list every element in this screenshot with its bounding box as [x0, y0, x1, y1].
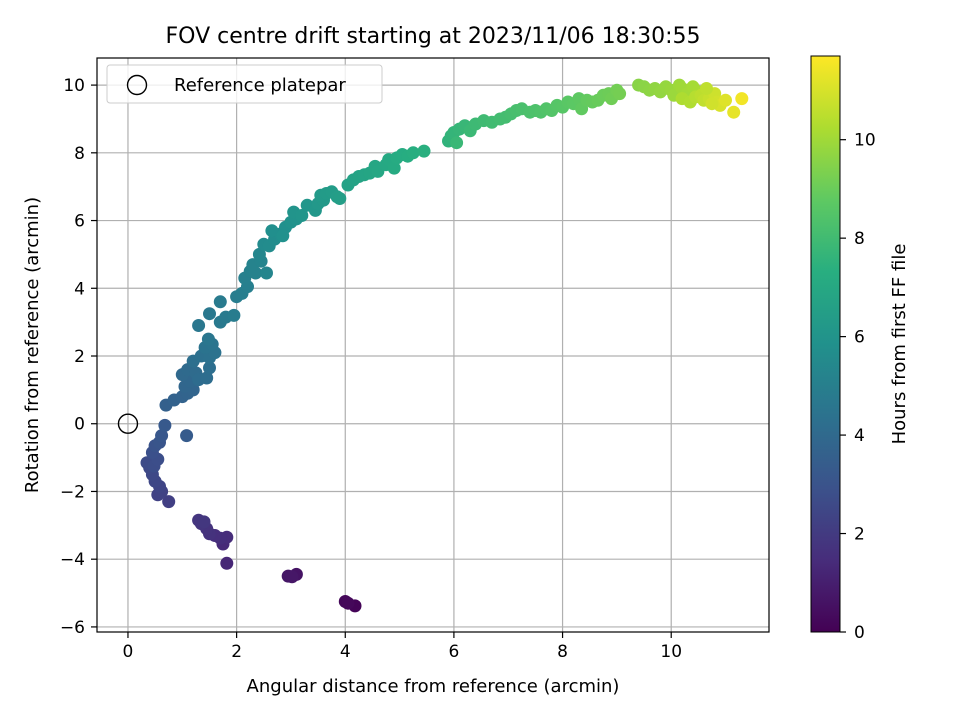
colorbar-tick-label: 10 — [854, 131, 876, 151]
y-tick-label: 8 — [74, 144, 85, 164]
data-point — [265, 224, 279, 238]
data-point — [700, 82, 713, 95]
plot-frame — [96, 57, 770, 633]
data-point — [155, 429, 169, 443]
colorbar: 0 2 4 6 8 10 Hours from first FF file — [810, 55, 910, 643]
colorbar-tick-label: 6 — [854, 328, 865, 348]
x-tick-label: 0 — [123, 642, 134, 662]
reference-platepar-marker — [117, 413, 139, 434]
y-tick-label: 4 — [74, 279, 85, 299]
data-point — [417, 144, 431, 158]
data-point — [295, 209, 309, 222]
colorbar-tick-label: 4 — [854, 426, 865, 446]
colorbar-tick-label: 8 — [854, 229, 865, 249]
data-point — [227, 308, 241, 322]
data-point — [201, 332, 215, 346]
data-point — [333, 192, 347, 205]
y-tick-label: −4 — [60, 550, 85, 570]
y-tick-label: −6 — [60, 618, 85, 638]
chart-title: FOV centre drift starting at 2023/11/06 … — [166, 24, 701, 49]
data-point — [406, 146, 420, 160]
data-point — [260, 266, 273, 280]
y-tick-label: 2 — [74, 347, 85, 367]
data-point — [158, 418, 172, 432]
data-points — [140, 78, 749, 613]
data-point — [192, 319, 206, 332]
colorbar-ticks: 0 2 4 6 8 10 — [840, 131, 876, 643]
x-tick-label: 6 — [449, 642, 460, 662]
data-point — [252, 247, 266, 261]
legend-box — [106, 64, 383, 104]
y-tick-label: 0 — [74, 415, 85, 435]
legend: Reference platepar — [106, 64, 383, 104]
data-point — [341, 596, 355, 610]
x-tick-label: 10 — [660, 642, 682, 662]
colorbar-label: Hours from first FF file — [889, 244, 910, 445]
data-point — [735, 92, 749, 106]
y-tick-label: −2 — [60, 482, 85, 502]
colorbar-tick-label: 0 — [854, 623, 865, 643]
data-point — [197, 515, 211, 529]
legend-marker-icon — [126, 74, 148, 96]
x-axis-ticks: 0 2 4 6 8 10 — [123, 632, 682, 662]
data-point — [276, 229, 290, 243]
y-tick-label: 6 — [74, 212, 85, 232]
data-point — [213, 295, 227, 309]
reference-marker-group — [117, 413, 139, 434]
data-point — [203, 361, 216, 375]
data-point — [705, 97, 719, 111]
data-point — [727, 105, 741, 119]
x-tick-label: 4 — [340, 642, 351, 662]
legend-label: Reference platepar — [174, 75, 346, 96]
data-point — [450, 136, 464, 150]
y-tick-label: 10 — [63, 76, 85, 96]
data-point — [220, 556, 234, 570]
data-point — [387, 161, 401, 175]
data-point — [613, 87, 627, 101]
data-point — [285, 570, 299, 584]
x-tick-label: 8 — [557, 642, 568, 662]
data-point — [180, 429, 194, 443]
x-tick-label: 2 — [231, 642, 242, 662]
colorbar-tick-label: 2 — [854, 525, 865, 545]
data-point — [200, 371, 214, 385]
y-axis-label: Rotation from reference (arcmin) — [22, 197, 43, 493]
x-axis-label: Angular distance from reference (arcmin) — [247, 676, 620, 697]
grid-lines — [97, 58, 769, 632]
colorbar-gradient — [810, 55, 841, 633]
data-point — [162, 495, 176, 509]
data-point — [203, 307, 216, 321]
y-axis-ticks: −6 −4 −2 0 2 4 6 8 10 — [60, 76, 97, 638]
data-point — [719, 93, 732, 107]
